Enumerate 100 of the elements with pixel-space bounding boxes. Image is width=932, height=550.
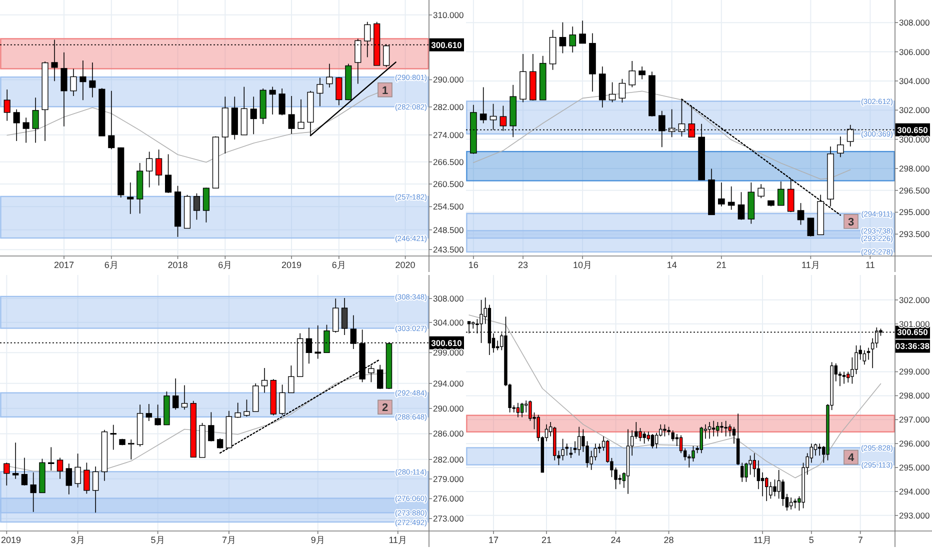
ref-line-label: 300.650 <box>897 124 928 135</box>
candlestick <box>288 96 295 134</box>
y-tick-label: 294.000 <box>899 486 930 496</box>
candlestick <box>80 60 86 100</box>
candlestick <box>724 420 728 437</box>
candlestick <box>837 136 844 158</box>
candlestick <box>579 20 586 44</box>
candlestick <box>316 77 324 107</box>
y-tick-label: 276.000 <box>433 494 464 504</box>
annotation: 4 <box>848 452 855 464</box>
candlestick <box>89 62 96 98</box>
candlestick <box>642 431 646 444</box>
x-tick-label: 24 <box>610 535 621 545</box>
candlestick <box>728 424 732 437</box>
y-tick-label: 299.000 <box>899 366 930 377</box>
candlestick <box>84 462 90 494</box>
line-series <box>473 90 851 180</box>
x-tick-label: 2019 <box>1 535 22 545</box>
candlestick <box>326 63 333 88</box>
candlestick <box>92 466 99 513</box>
candlestick <box>261 368 268 394</box>
candlestick <box>376 364 384 390</box>
y-tick-label: 299.000 <box>433 348 464 358</box>
candlestick <box>744 462 748 482</box>
candlestick <box>4 89 10 122</box>
candlestick <box>561 438 564 461</box>
candlestick <box>368 365 374 383</box>
y-tick-label: 290.000 <box>433 403 464 414</box>
ref-line-label: 300.650 <box>897 327 928 338</box>
x-tick-label: 11 <box>866 260 875 270</box>
candlestick <box>777 470 780 500</box>
x-tick-label: 23 <box>518 260 528 270</box>
candlestick <box>127 182 134 214</box>
y-tick-label: 298.000 <box>899 163 930 174</box>
x-tick-label: 21 <box>716 260 726 270</box>
candlestick <box>738 192 745 220</box>
candlestick <box>32 97 39 144</box>
ref-line-label: 300.610 <box>431 338 462 348</box>
candlestick <box>781 479 785 506</box>
x-tick-label: 11月 <box>388 535 408 545</box>
x-tick-label: 5月 <box>150 535 165 545</box>
candlestick <box>748 455 752 476</box>
candlestick <box>866 347 870 360</box>
candlestick <box>663 424 666 437</box>
candlestick <box>250 96 257 135</box>
candlestick <box>22 117 30 144</box>
candlestick <box>712 420 716 437</box>
y-tick-label: 293.500 <box>899 229 930 240</box>
candlestick <box>234 402 241 418</box>
candlestick <box>70 68 77 96</box>
x-tick-label: 14 <box>666 260 677 270</box>
y-tick-label: 297.000 <box>899 414 930 425</box>
x-tick-label: 6月 <box>332 260 346 270</box>
y-tick-label: 286.000 <box>433 428 464 439</box>
candlestick <box>172 378 179 410</box>
candlestick <box>74 453 81 488</box>
x-tick-label: 28 <box>664 535 674 545</box>
x-tick-label: 2019 <box>282 260 302 270</box>
candlestick <box>679 434 683 454</box>
y-tick-label: 266.500 <box>433 156 464 167</box>
candlestick <box>756 460 760 490</box>
candlestick <box>787 178 794 212</box>
y-tick-label: 296.500 <box>899 185 930 196</box>
candlestick <box>716 422 720 437</box>
candlestick <box>628 60 636 88</box>
y-tick-label: 282.000 <box>433 102 464 112</box>
candlestick <box>789 497 793 510</box>
candlestick <box>21 457 28 486</box>
candlestick <box>480 86 487 124</box>
candlestick <box>718 182 725 207</box>
y-tick-label: 294.000 <box>433 378 464 388</box>
y-tick-label: 274.000 <box>433 130 464 140</box>
candlestick <box>108 90 115 150</box>
y-tick-label: 308.000 <box>899 18 930 28</box>
annotation: 1 <box>382 84 388 97</box>
x-tick-label: 9月 <box>310 535 325 545</box>
y-tick-label: 302.000 <box>899 294 930 305</box>
y-tick-label: 282.000 <box>433 454 464 464</box>
candlestick <box>846 371 850 383</box>
y-tick-label: 254.500 <box>433 202 464 212</box>
candlestick <box>732 426 736 444</box>
candlestick <box>854 345 858 375</box>
candlestick <box>269 86 276 115</box>
candlestick <box>740 462 744 482</box>
candlestick <box>594 443 598 461</box>
y-tick-label: 295.000 <box>899 462 930 473</box>
y-tick-label: 310.000 <box>433 10 464 20</box>
candlestick <box>336 76 342 106</box>
y-tick-label: 304.000 <box>899 76 930 86</box>
candlestick <box>638 428 642 442</box>
candlestick <box>12 442 19 480</box>
candlestick <box>773 479 776 497</box>
x-tick-label: 5 <box>808 535 814 545</box>
candlestick <box>797 202 804 226</box>
candlestick <box>814 443 818 456</box>
candlestick <box>332 298 339 334</box>
candlestick <box>156 149 162 186</box>
candlestick <box>862 350 866 365</box>
candlestick <box>216 438 224 449</box>
y-tick-label: 302.000 <box>899 105 930 116</box>
